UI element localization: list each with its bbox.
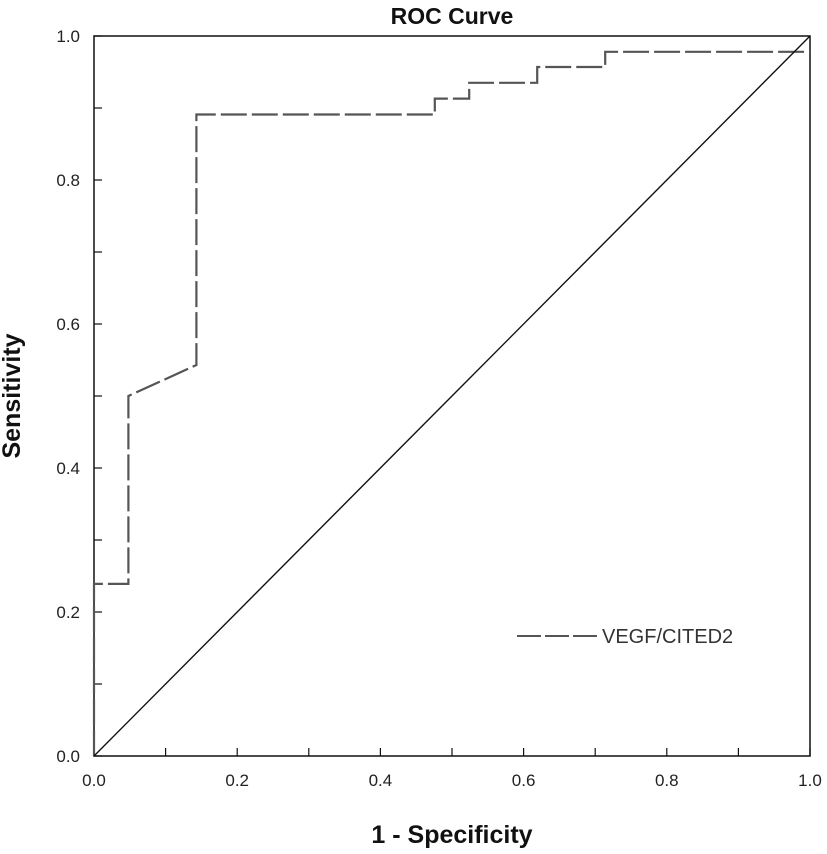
y-tick-label: 0.6 [56, 315, 80, 334]
legend: VEGF/CITED2 [517, 626, 733, 648]
x-tick-label: 0.2 [225, 771, 249, 790]
x-tick-label: 0.4 [369, 771, 393, 790]
x-tick-label: 0.6 [512, 771, 536, 790]
y-axis-title: Sensitivity [0, 333, 26, 458]
x-tick-label: 1.0 [798, 771, 822, 790]
y-tick-label: 0.4 [56, 459, 80, 478]
series-layer [92, 35, 811, 757]
x-axis-title: 1 - Specificity [371, 821, 532, 849]
chart-title: ROC Curve [391, 3, 514, 29]
x-tick-label: 0.0 [82, 771, 106, 790]
y-tick-label: 0.2 [56, 603, 80, 622]
legend-label-vegf-cited2: VEGF/CITED2 [602, 626, 733, 648]
y-tick-label: 1.0 [56, 27, 80, 46]
y-tick-label: 0.0 [56, 747, 80, 766]
reference-diagonal-line [93, 35, 811, 757]
y-axis-ticks: 0.0 0.2 0.4 0.6 0.8 1.0 [56, 27, 102, 766]
roc-curve-vegf-cited2 [92, 50, 810, 756]
x-axis-ticks: 0.0 0.2 0.4 0.6 0.8 1.0 [82, 748, 822, 790]
x-tick-label: 0.8 [655, 771, 679, 790]
y-tick-label: 0.8 [56, 171, 80, 190]
